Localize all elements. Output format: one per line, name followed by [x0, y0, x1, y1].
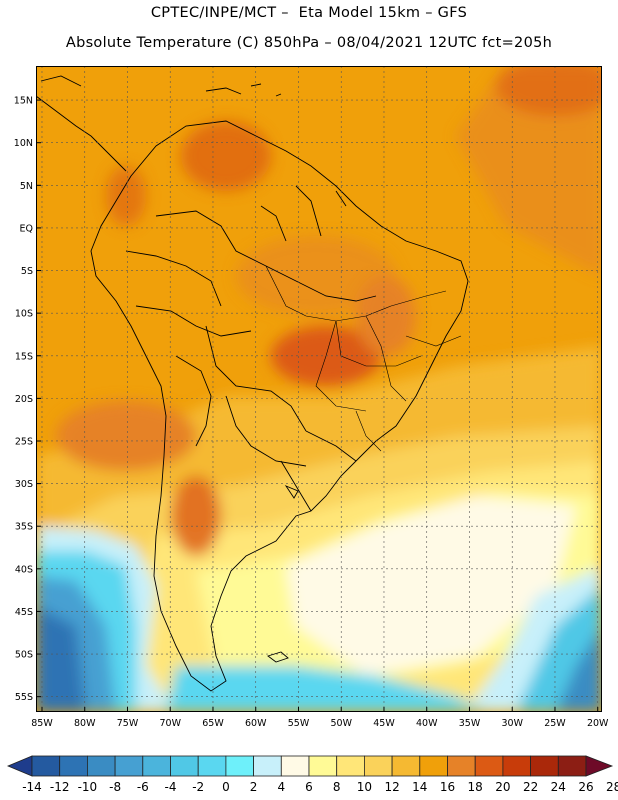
colorbar-swatch: [170, 755, 199, 777]
colorbar-label: -12: [50, 780, 70, 794]
colorbar-swatch: [419, 755, 448, 777]
lon-label: 45W: [373, 718, 395, 729]
colorbar-swatch: [253, 755, 282, 777]
colorbar-swatch: [363, 755, 393, 777]
colorbar-label: -8: [109, 780, 121, 794]
lon-label: 35W: [459, 718, 481, 729]
colorbar-swatch: [31, 755, 61, 777]
lat-label: 15S: [15, 351, 33, 362]
colorbar-swatch: [225, 755, 254, 777]
longitude-labels: 85W 80W 75W 70W 65W 60W 55W 50W 45W 40W 35W 30W 25W 2…: [31, 718, 609, 729]
colorbar-label: -6: [137, 780, 149, 794]
lat-label: 10N: [14, 138, 33, 149]
latitude-labels: 15N 10N 5N EQ 5S 10S 15S 20S 25S 30S 35S 40S 45S 50S 5…: [14, 96, 33, 704]
colorbar-label: 12: [384, 780, 399, 794]
colorbar-label: 16: [440, 780, 455, 794]
lon-label: 40W: [416, 718, 438, 729]
colorbar-swatch: [280, 755, 310, 777]
lat-label: 10S: [15, 309, 33, 320]
lat-label: 5S: [21, 266, 33, 277]
lat-label: 30S: [15, 479, 33, 490]
colorbar-swatch: [197, 755, 227, 777]
colorbar-swatch: [391, 755, 421, 777]
lon-label: 80W: [74, 718, 96, 729]
colorbar-swatch: [557, 755, 587, 777]
lat-label: EQ: [20, 223, 33, 234]
lat-label: 45S: [15, 607, 33, 618]
colorbar-swatch: [502, 755, 531, 777]
colorbar-label: 2: [250, 780, 258, 794]
temperature-map: [36, 66, 602, 712]
colorbar-label: -2: [192, 780, 204, 794]
lon-label: 65W: [202, 718, 224, 729]
lat-label: 35S: [15, 522, 33, 533]
lon-label: 20W: [587, 718, 609, 729]
colorbar-label: -14: [22, 780, 42, 794]
colorbar-label: -10: [78, 780, 98, 794]
lon-label: 70W: [159, 718, 181, 729]
colorbar-label: 24: [551, 780, 566, 794]
colorbar-swatch: [336, 755, 365, 777]
colorbar-label: 10: [357, 780, 372, 794]
colorbar-label: 0: [222, 780, 230, 794]
lon-label: 50W: [330, 718, 352, 729]
colorbar-swatch: [308, 755, 338, 777]
lat-label: 50S: [15, 650, 33, 661]
colorbar-label: 14: [412, 780, 427, 794]
colorbar-swatch: [114, 755, 144, 777]
colorbar-label: 6: [305, 780, 313, 794]
lat-label: 25S: [15, 436, 33, 447]
colorbar-label: -4: [165, 780, 177, 794]
colorbar-label: 26: [578, 780, 593, 794]
colorbar-swatch: [87, 755, 116, 777]
map-title-line2: Absolute Temperature (C) 850hPa – 08/04/…: [65, 35, 553, 51]
lon-label: 25W: [544, 718, 566, 729]
colorbar-label: 20: [495, 780, 510, 794]
colorbar-label: 18: [468, 780, 483, 794]
lat-label: 5N: [20, 181, 33, 192]
colorbar-label: 8: [333, 780, 341, 794]
colorbar-swatch: [474, 755, 504, 777]
lon-label: 75W: [117, 718, 139, 729]
colorbar-label: 4: [277, 780, 285, 794]
lat-label: 20S: [15, 394, 33, 405]
colorbar-swatch: [530, 755, 559, 777]
colorbar-arrow-right: [585, 755, 614, 777]
colorbar-arrow-left: [6, 755, 33, 777]
colorbar-label: 22: [523, 780, 538, 794]
lat-label: 55S: [15, 692, 33, 703]
lon-label: 30W: [501, 718, 523, 729]
lon-label: 85W: [31, 718, 53, 729]
colorbar-legend: -14 -12 -10 -8 -6 -4 -2 0 2 4 6 8 10 12 14 16 18 20 22 24 26…: [6, 755, 618, 794]
colorbar-swatch: [59, 755, 88, 777]
colorbar-swatch: [142, 755, 171, 777]
lat-label: 40S: [15, 564, 33, 575]
colorbar-swatch: [447, 755, 476, 777]
map-title-line1: CPTEC/INPE/MCT – Eta Model 15km – GFS: [150, 5, 468, 21]
lon-label: 55W: [288, 718, 310, 729]
colorbar-label: 28: [606, 780, 618, 794]
lat-label: 15N: [14, 96, 33, 107]
lon-label: 60W: [245, 718, 267, 729]
